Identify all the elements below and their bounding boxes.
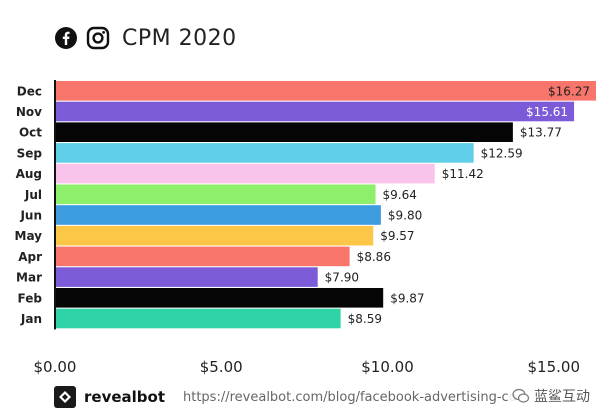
category-label: May bbox=[15, 229, 43, 243]
facebook-icon bbox=[55, 27, 77, 49]
category-label: Jun bbox=[19, 209, 42, 223]
category-label: Jul bbox=[24, 188, 42, 202]
value-label: $9.57 bbox=[380, 229, 414, 243]
bar-jul bbox=[55, 184, 376, 205]
value-label: $15.61 bbox=[526, 105, 568, 119]
category-label: Nov bbox=[16, 105, 42, 119]
value-label: $16.27 bbox=[548, 84, 590, 98]
category-label: Apr bbox=[18, 250, 42, 264]
x-tick-label: $10.00 bbox=[361, 358, 414, 376]
wechat-icon bbox=[512, 388, 530, 403]
brand-name: revealbot bbox=[84, 388, 165, 406]
x-tick-label: $15.00 bbox=[528, 358, 581, 376]
source-url: https://revealbot.com/blog/facebook-adve… bbox=[183, 389, 517, 405]
value-label: $8.59 bbox=[348, 312, 382, 326]
value-label: $9.64 bbox=[383, 188, 417, 202]
bar-jun bbox=[55, 205, 381, 225]
chart-header: CPM 2020 bbox=[54, 24, 237, 52]
bar-dec bbox=[55, 81, 596, 101]
bar-oct bbox=[55, 122, 513, 142]
chart-title: CPM 2020 bbox=[122, 25, 237, 51]
bar-mar bbox=[55, 267, 318, 287]
category-label: Sep bbox=[17, 146, 43, 160]
category-label: Oct bbox=[19, 126, 42, 140]
category-label: Feb bbox=[18, 291, 43, 305]
value-label: $13.77 bbox=[520, 126, 562, 140]
value-label: $11.42 bbox=[442, 167, 484, 181]
bar-chart: Dec $16.27 Nov $15.61 Oct $13.77 Sep $12.59 Aug $… bbox=[15, 80, 596, 376]
chart-footer: revealbot https://revealbot.com/blog/fac… bbox=[54, 386, 517, 408]
bar-may bbox=[55, 225, 374, 246]
x-tick-label: $5.00 bbox=[200, 358, 243, 376]
bar-aug bbox=[55, 163, 435, 184]
value-label: $9.87 bbox=[390, 291, 424, 305]
category-label: Mar bbox=[16, 271, 42, 285]
revealbot-logo-icon bbox=[54, 386, 76, 408]
value-label: $12.59 bbox=[481, 146, 523, 160]
bar-nov bbox=[55, 101, 575, 122]
category-label: Dec bbox=[17, 84, 42, 98]
watermark: 蓝鲨互动 bbox=[508, 384, 594, 408]
bar-feb bbox=[55, 288, 384, 308]
value-label: $7.90 bbox=[325, 271, 359, 285]
category-label: Aug bbox=[16, 167, 42, 181]
x-tick-label: $0.00 bbox=[34, 358, 77, 376]
instagram-icon bbox=[86, 26, 110, 50]
bar-sep bbox=[55, 143, 474, 163]
value-label: $8.86 bbox=[357, 250, 391, 264]
category-label: Jan bbox=[20, 312, 42, 326]
bar-jan bbox=[55, 308, 341, 329]
bar-apr bbox=[55, 246, 350, 267]
watermark-text: 蓝鲨互动 bbox=[534, 389, 590, 405]
value-label: $9.80 bbox=[388, 209, 422, 223]
